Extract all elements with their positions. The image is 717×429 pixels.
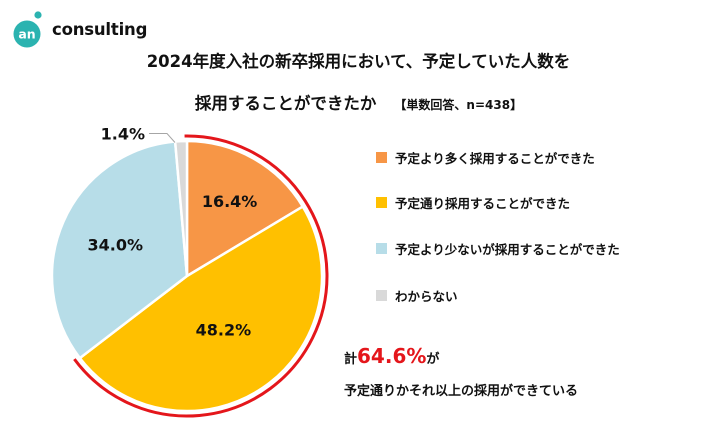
chart-title-line2: 採用することができたか 【単数回答、n=438】 xyxy=(0,90,717,114)
slice-label-unknown: 1.4% xyxy=(101,125,145,144)
legend-swatch-more xyxy=(376,152,387,163)
legend-item-more: 予定より多く採用することができた xyxy=(376,148,595,167)
highlight-arc xyxy=(73,134,329,418)
leader-line-unknown xyxy=(149,133,176,143)
summary-suffix: が xyxy=(426,352,440,367)
brand-name: consulting xyxy=(52,19,148,39)
sample-note: 【単数回答、n=438】 xyxy=(394,98,523,112)
summary-callout: 計64.6%が 予定通りかそれ以上の採用ができている xyxy=(344,344,578,399)
slice-label-as-planned: 48.2% xyxy=(196,321,252,340)
summary-line1: 計64.6%が xyxy=(344,344,578,368)
legend-swatch-as-planned xyxy=(376,197,387,208)
svg-text:an: an xyxy=(18,27,35,42)
legend-label-fewer: 予定より少ないが採用することができた xyxy=(395,242,620,257)
summary-line2: 予定通りかそれ以上の採用ができている xyxy=(344,384,579,399)
legend-item-fewer: 予定より少ないが採用することができた xyxy=(376,239,620,258)
slice-label-more: 16.4% xyxy=(202,192,258,211)
legend-swatch-fewer xyxy=(376,243,387,254)
legend-item-unknown: わからない xyxy=(376,286,458,305)
legend-label-unknown: わからない xyxy=(395,289,458,304)
slice-label-fewer: 34.0% xyxy=(88,236,144,255)
legend-item-as-planned: 予定通り採用することができた xyxy=(376,193,570,212)
legend-swatch-unknown xyxy=(376,290,387,301)
legend-label-more: 予定より多く採用することができた xyxy=(395,151,595,166)
pie-slice-as-planned xyxy=(78,204,324,413)
brand-logo: an consulting xyxy=(13,10,147,48)
pie-slice-more xyxy=(185,139,305,279)
chart-title-line2-text: 採用することができたか xyxy=(194,94,377,113)
summary-value: 64.6% xyxy=(357,344,427,368)
chart-title-line1: 2024年度入社の新卒採用において、予定していた人数を xyxy=(146,52,571,71)
pie-slice-fewer xyxy=(50,140,189,360)
summary-prefix: 計 xyxy=(344,352,358,367)
legend-label-as-planned: 予定通り採用することができた xyxy=(395,196,571,211)
brand-mark-icon: an xyxy=(13,11,42,48)
pie-slice-unknown xyxy=(173,139,189,277)
